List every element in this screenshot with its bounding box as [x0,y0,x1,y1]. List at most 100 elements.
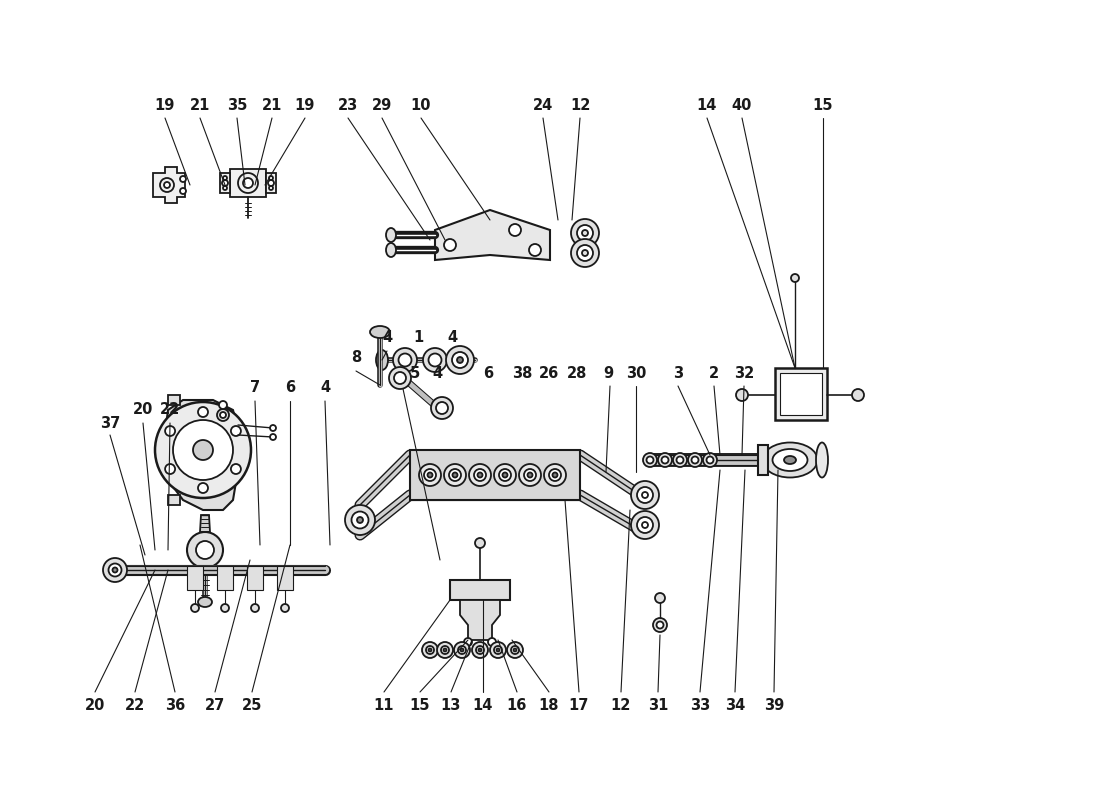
Ellipse shape [784,456,796,464]
Ellipse shape [454,642,470,658]
Ellipse shape [472,642,488,658]
Bar [450,580,510,600]
Ellipse shape [476,646,484,654]
Ellipse shape [661,457,669,463]
Circle shape [444,239,456,251]
Ellipse shape [496,649,499,651]
Text: 15: 15 [813,98,834,113]
Ellipse shape [456,357,463,363]
Ellipse shape [441,646,449,654]
Polygon shape [153,167,185,203]
Ellipse shape [571,219,600,247]
Text: 22: 22 [160,402,180,418]
Ellipse shape [582,250,588,256]
Polygon shape [460,600,500,640]
Ellipse shape [426,646,434,654]
Ellipse shape [358,517,363,523]
Polygon shape [163,400,238,510]
Ellipse shape [512,646,519,654]
Ellipse shape [637,517,653,533]
Circle shape [192,440,213,460]
Ellipse shape [673,453,688,467]
Ellipse shape [191,604,199,612]
Text: 27: 27 [205,698,225,713]
Text: 22: 22 [125,698,145,713]
Text: 16: 16 [507,698,527,713]
Ellipse shape [422,642,438,658]
Circle shape [220,412,225,418]
Text: 26: 26 [539,366,559,381]
Ellipse shape [544,464,566,486]
Circle shape [243,178,253,188]
Circle shape [198,483,208,493]
Ellipse shape [549,469,561,481]
Ellipse shape [429,649,431,651]
Ellipse shape [644,453,657,467]
Polygon shape [200,515,210,532]
Ellipse shape [552,473,558,478]
Text: 18: 18 [539,698,559,713]
Ellipse shape [494,646,502,654]
Circle shape [180,176,186,182]
Ellipse shape [499,469,512,481]
Circle shape [464,638,472,646]
Ellipse shape [431,397,453,419]
Ellipse shape [389,367,411,389]
Text: 4: 4 [447,330,458,346]
Text: 19: 19 [155,98,175,113]
Polygon shape [248,566,263,590]
Circle shape [270,176,273,180]
Ellipse shape [437,642,453,658]
Text: 29: 29 [372,98,392,113]
Ellipse shape [474,469,486,481]
Polygon shape [230,169,266,197]
Circle shape [173,420,233,480]
Ellipse shape [578,225,593,241]
Ellipse shape [280,604,289,612]
Text: 7: 7 [250,381,260,395]
Circle shape [165,426,175,436]
Text: 4: 4 [432,366,442,381]
Ellipse shape [449,469,461,481]
Ellipse shape [251,604,258,612]
Circle shape [223,186,227,190]
Ellipse shape [103,558,127,582]
Circle shape [268,180,274,186]
Ellipse shape [772,449,807,471]
Text: 28: 28 [566,366,587,381]
Circle shape [488,638,496,646]
Ellipse shape [443,649,447,651]
Circle shape [509,224,521,236]
Ellipse shape [692,457,698,463]
Text: 33: 33 [690,698,711,713]
Text: 37: 37 [100,415,120,430]
Text: 6: 6 [483,366,493,381]
Text: 4: 4 [320,381,330,395]
Ellipse shape [452,352,468,368]
Ellipse shape [490,642,506,658]
Text: 34: 34 [725,698,745,713]
Circle shape [529,244,541,256]
Text: 32: 32 [734,366,755,381]
Text: 21: 21 [190,98,210,113]
Circle shape [187,532,223,568]
Ellipse shape [816,442,828,478]
Ellipse shape [475,538,485,548]
Ellipse shape [658,453,672,467]
Ellipse shape [507,642,522,658]
Polygon shape [266,173,276,193]
Bar [776,368,827,420]
Ellipse shape [221,604,229,612]
Ellipse shape [654,593,666,603]
Ellipse shape [524,469,536,481]
Circle shape [180,188,186,194]
Circle shape [231,464,241,474]
Ellipse shape [393,348,417,372]
Text: 35: 35 [227,98,248,113]
Ellipse shape [424,469,436,481]
Polygon shape [217,566,233,590]
Text: 31: 31 [648,698,668,713]
Ellipse shape [352,511,368,529]
Polygon shape [410,450,580,500]
Text: 24: 24 [532,98,553,113]
